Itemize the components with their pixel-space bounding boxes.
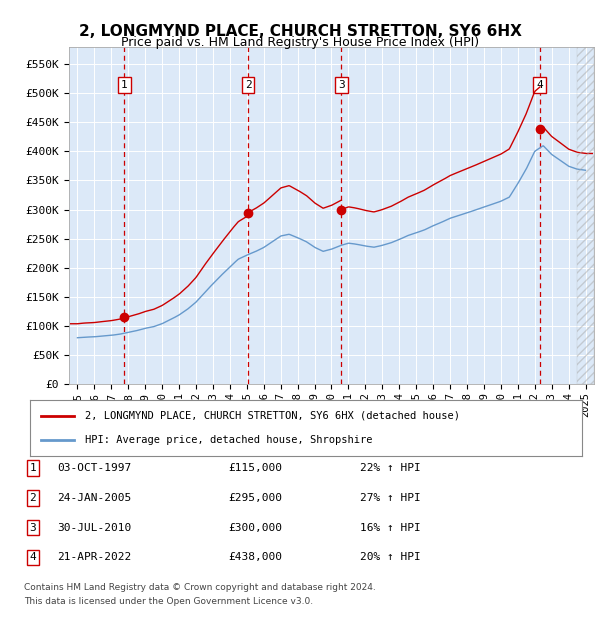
Text: 16% ↑ HPI: 16% ↑ HPI: [360, 523, 421, 533]
Text: £300,000: £300,000: [228, 523, 282, 533]
Text: 27% ↑ HPI: 27% ↑ HPI: [360, 493, 421, 503]
Text: 1: 1: [121, 81, 127, 91]
Text: 1: 1: [29, 463, 37, 473]
Text: 24-JAN-2005: 24-JAN-2005: [57, 493, 131, 503]
Text: 22% ↑ HPI: 22% ↑ HPI: [360, 463, 421, 473]
Text: £295,000: £295,000: [228, 493, 282, 503]
Text: 3: 3: [29, 523, 37, 533]
Text: 2: 2: [29, 493, 37, 503]
Text: 30-JUL-2010: 30-JUL-2010: [57, 523, 131, 533]
Text: 20% ↑ HPI: 20% ↑ HPI: [360, 552, 421, 562]
Text: 4: 4: [29, 552, 37, 562]
Text: HPI: Average price, detached house, Shropshire: HPI: Average price, detached house, Shro…: [85, 435, 373, 445]
Text: £115,000: £115,000: [228, 463, 282, 473]
Text: 21-APR-2022: 21-APR-2022: [57, 552, 131, 562]
Text: 2: 2: [245, 81, 251, 91]
Text: 2, LONGMYND PLACE, CHURCH STRETTON, SY6 6HX (detached house): 2, LONGMYND PLACE, CHURCH STRETTON, SY6 …: [85, 410, 460, 420]
Text: 4: 4: [536, 81, 544, 91]
Text: Price paid vs. HM Land Registry's House Price Index (HPI): Price paid vs. HM Land Registry's House …: [121, 36, 479, 49]
Text: Contains HM Land Registry data © Crown copyright and database right 2024.: Contains HM Land Registry data © Crown c…: [24, 583, 376, 592]
Text: 03-OCT-1997: 03-OCT-1997: [57, 463, 131, 473]
Text: £438,000: £438,000: [228, 552, 282, 562]
Text: 2, LONGMYND PLACE, CHURCH STRETTON, SY6 6HX: 2, LONGMYND PLACE, CHURCH STRETTON, SY6 …: [79, 24, 521, 38]
Text: This data is licensed under the Open Government Licence v3.0.: This data is licensed under the Open Gov…: [24, 597, 313, 606]
Text: 3: 3: [338, 81, 344, 91]
